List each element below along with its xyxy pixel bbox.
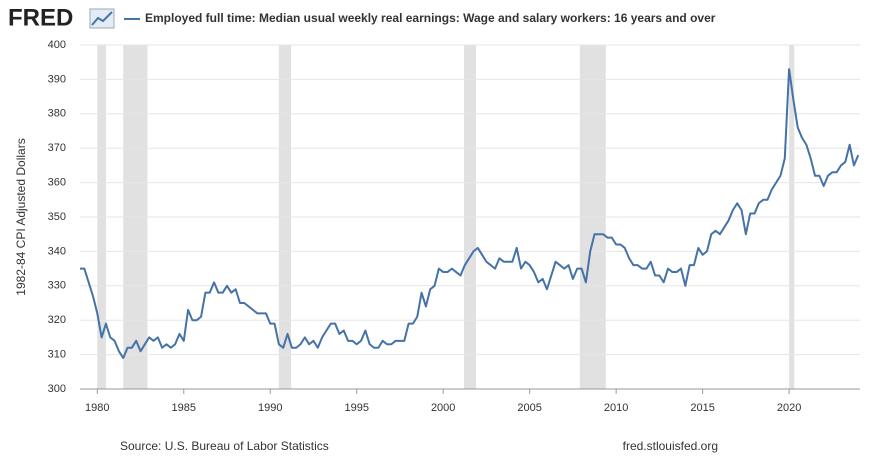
x-tick-label: 2015 <box>690 402 714 414</box>
x-tick-label: 2005 <box>517 402 541 414</box>
y-axis-label: 1982-84 CPI Adjusted Dollars <box>14 138 28 295</box>
x-tick-label: 1980 <box>85 402 109 414</box>
y-tick-label: 320 <box>48 314 66 326</box>
y-tick-label: 300 <box>48 383 66 395</box>
y-tick-label: 310 <box>48 349 66 361</box>
y-tick-label: 340 <box>48 245 66 257</box>
site: fred.stlouisfed.org <box>623 439 718 453</box>
legend-label: Employed full time: Median usual weekly … <box>145 11 716 25</box>
logo: FRED <box>8 4 73 31</box>
y-tick-label: 350 <box>48 211 66 223</box>
x-tick-label: 2020 <box>777 402 801 414</box>
source: Source: U.S. Bureau of Labor Statistics <box>120 439 329 453</box>
x-tick-label: 1985 <box>172 402 196 414</box>
y-tick-label: 360 <box>48 177 66 189</box>
logo-icon <box>89 8 115 29</box>
y-tick-label: 330 <box>48 280 66 292</box>
y-tick-label: 370 <box>48 142 66 154</box>
x-tick-label: 1990 <box>258 402 282 414</box>
x-tick-label: 1995 <box>344 402 368 414</box>
x-tick-label: 2000 <box>431 402 455 414</box>
y-tick-label: 390 <box>48 73 66 85</box>
y-tick-label: 400 <box>48 39 66 51</box>
y-tick-label: 380 <box>48 108 66 120</box>
x-tick-label: 2010 <box>604 402 628 414</box>
line-series <box>80 68 860 360</box>
